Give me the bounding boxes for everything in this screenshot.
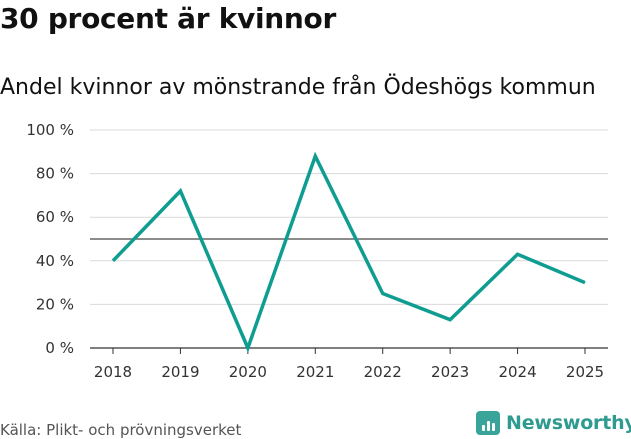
x-tick-label: 2024 [498, 363, 536, 381]
y-tick-label: 20 % [36, 295, 74, 313]
x-tick-label: 2025 [566, 363, 604, 381]
line-chart: 0 % 20 % 40 % 60 % 80 % 100 % 2018 2019 2020 2021… [26, 121, 608, 381]
x-tick-label: 2020 [229, 363, 267, 381]
x-tick-label: 2019 [161, 363, 199, 381]
source-note: Källa: Plikt- och prövningsverket [0, 421, 242, 439]
x-tick-label: 2018 [94, 363, 132, 381]
newsworthy-logo-icon [476, 411, 500, 435]
y-tick-label: 0 % [45, 339, 74, 357]
y-tick-label: 40 % [36, 252, 74, 270]
y-tick-label: 100 % [26, 121, 74, 139]
newsworthy-logo-text: Newsworthy [506, 412, 631, 434]
x-tick-label: 2021 [296, 363, 334, 381]
series-line [111, 151, 586, 353]
newsworthy-logo: Newsworthy [476, 410, 631, 436]
x-tick-label: 2022 [364, 363, 402, 381]
y-tick-label: 80 % [36, 165, 74, 183]
x-tick-label: 2023 [431, 363, 469, 381]
chart-title: 30 procent är kvinnor [0, 2, 336, 35]
chart-subtitle: Andel kvinnor av mönstrande från Ödeshög… [0, 75, 596, 100]
y-tick-label: 60 % [36, 208, 74, 226]
